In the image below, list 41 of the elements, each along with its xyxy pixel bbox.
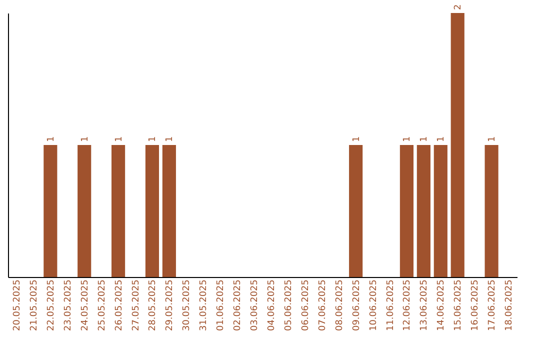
x-tick-label: 24.05.2025 — [80, 280, 90, 332]
x-tick-label: 22.05.2025 — [46, 280, 56, 332]
data-label: 1 — [420, 136, 430, 142]
x-tick-label: 08.06.2025 — [334, 280, 345, 332]
x-tick-label: 18.06.2025 — [504, 280, 515, 332]
x-tick-label: 09.06.2025 — [352, 280, 362, 332]
data-label: 2 — [454, 4, 464, 10]
x-tick-label: 04.06.2025 — [266, 280, 277, 332]
x-tick-label: 17.06.2025 — [488, 280, 498, 332]
x-tick-label: 11.06.2025 — [386, 280, 396, 332]
x-tick-label: 13.06.2025 — [420, 280, 430, 332]
x-tick-label: 29.05.2025 — [165, 280, 176, 332]
x-tick-label: 12.06.2025 — [402, 280, 413, 332]
data-label: 1 — [436, 136, 447, 142]
x-tick-label: 02.06.2025 — [233, 280, 244, 332]
x-tick-label: 16.06.2025 — [470, 280, 481, 332]
data-label: 1 — [352, 136, 362, 142]
data-label: 1 — [80, 136, 90, 142]
x-tick-label: 10.06.2025 — [368, 280, 379, 332]
data-label: 1 — [488, 136, 498, 142]
x-tick-label: 31.05.2025 — [199, 280, 210, 332]
x-tick-label: 21.05.2025 — [29, 280, 40, 332]
x-tick-label: 15.06.2025 — [454, 280, 464, 332]
data-label: 1 — [402, 136, 413, 142]
x-tick-label: 06.06.2025 — [300, 280, 311, 332]
x-tick-label: 26.05.2025 — [114, 280, 124, 332]
x-tick-label: 23.05.2025 — [63, 280, 74, 332]
data-label: 1 — [114, 136, 124, 142]
x-tick-label: 05.06.2025 — [284, 280, 294, 332]
x-tick-label: 25.05.2025 — [97, 280, 108, 332]
data-label: 1 — [148, 136, 158, 142]
x-tick-label: 07.06.2025 — [318, 280, 328, 332]
x-tick-label: 28.05.2025 — [148, 280, 158, 332]
x-tick-label: 01.06.2025 — [216, 280, 226, 332]
x-tick-label: 27.05.2025 — [131, 280, 142, 332]
x-tick-label: 30.05.2025 — [182, 280, 192, 332]
x-tick-label: 20.05.2025 — [12, 280, 22, 332]
x-tick-label: 03.06.2025 — [250, 280, 260, 332]
data-label: 1 — [165, 136, 176, 142]
x-tick-label: 14.06.2025 — [436, 280, 447, 332]
data-label: 1 — [46, 136, 56, 142]
